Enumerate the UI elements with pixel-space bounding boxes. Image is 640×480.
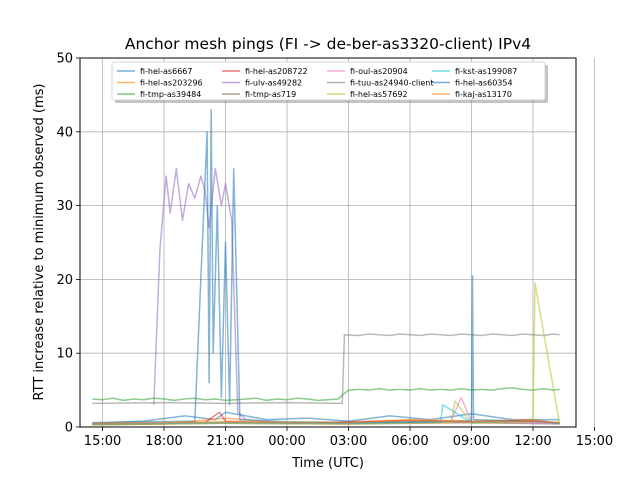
legend-entry: fi-hel-as208722 (245, 67, 308, 76)
x-axis-label: Time (UTC) (291, 456, 364, 471)
legend-entry: fi-tuu-as24940-client (350, 79, 433, 88)
x-tick-label: 03:00 (330, 434, 367, 449)
x-tick-label: 15:00 (576, 434, 613, 449)
x-tick-label: 09:00 (453, 434, 490, 449)
y-axis-label: RTT increase relative to minimum observe… (32, 84, 47, 401)
y-tick-label: 20 (56, 273, 73, 288)
legend-entry: fi-ulv-as49282 (245, 79, 302, 88)
series-line-fi-tmp-as39484 (92, 387, 560, 402)
legend-entry: fi-kst-as199087 (455, 67, 517, 76)
series-lines (92, 108, 561, 426)
legend-entry: fi-kaj-as13170 (455, 90, 512, 99)
x-tick-label: 12:00 (514, 434, 551, 449)
series-line-fi-hel-as60354 (92, 108, 560, 424)
axis-ticks: 15:00 18:00 21:00 00:00 03:00 06:00 09:00 12:00… (56, 52, 613, 450)
legend-entry: fi-hel-as203296 (140, 79, 203, 88)
y-tick-label: 0 (65, 421, 73, 436)
series-line-fi-tuu-as24940-client (92, 333, 560, 405)
series-line-fi-kaj-as13170 (92, 419, 560, 425)
x-tick-label: 21:00 (207, 434, 244, 449)
y-tick-label: 50 (56, 52, 73, 67)
x-tick-label: 06:00 (391, 434, 428, 449)
legend: fi-hel-as6667 fi-hel-as203296 fi-tmp-as394… (111, 61, 548, 103)
chart-title: Anchor mesh pings (FI -> de-ber-as3320-c… (125, 35, 531, 53)
legend-entry: fi-oul-as20904 (350, 67, 408, 76)
x-tick-label: 00:00 (268, 434, 305, 449)
legend-entry: fi-tmp-as39484 (140, 90, 201, 99)
y-tick-label: 40 (56, 125, 73, 140)
y-tick-label: 30 (56, 199, 73, 214)
legend-entry: fi-tmp-as719 (245, 90, 296, 99)
series-line-fi-ulv-as49282 (153, 167, 247, 421)
legend-entry: fi-hel-as57692 (350, 90, 408, 99)
x-tick-label: 18:00 (145, 434, 182, 449)
x-tick-label: 15:00 (84, 434, 121, 449)
plot-frame (79, 57, 577, 428)
y-tick-label: 10 (56, 347, 73, 362)
legend-entry: fi-hel-as6667 (140, 67, 192, 76)
legend-entry: fi-hel-as60354 (455, 79, 513, 88)
